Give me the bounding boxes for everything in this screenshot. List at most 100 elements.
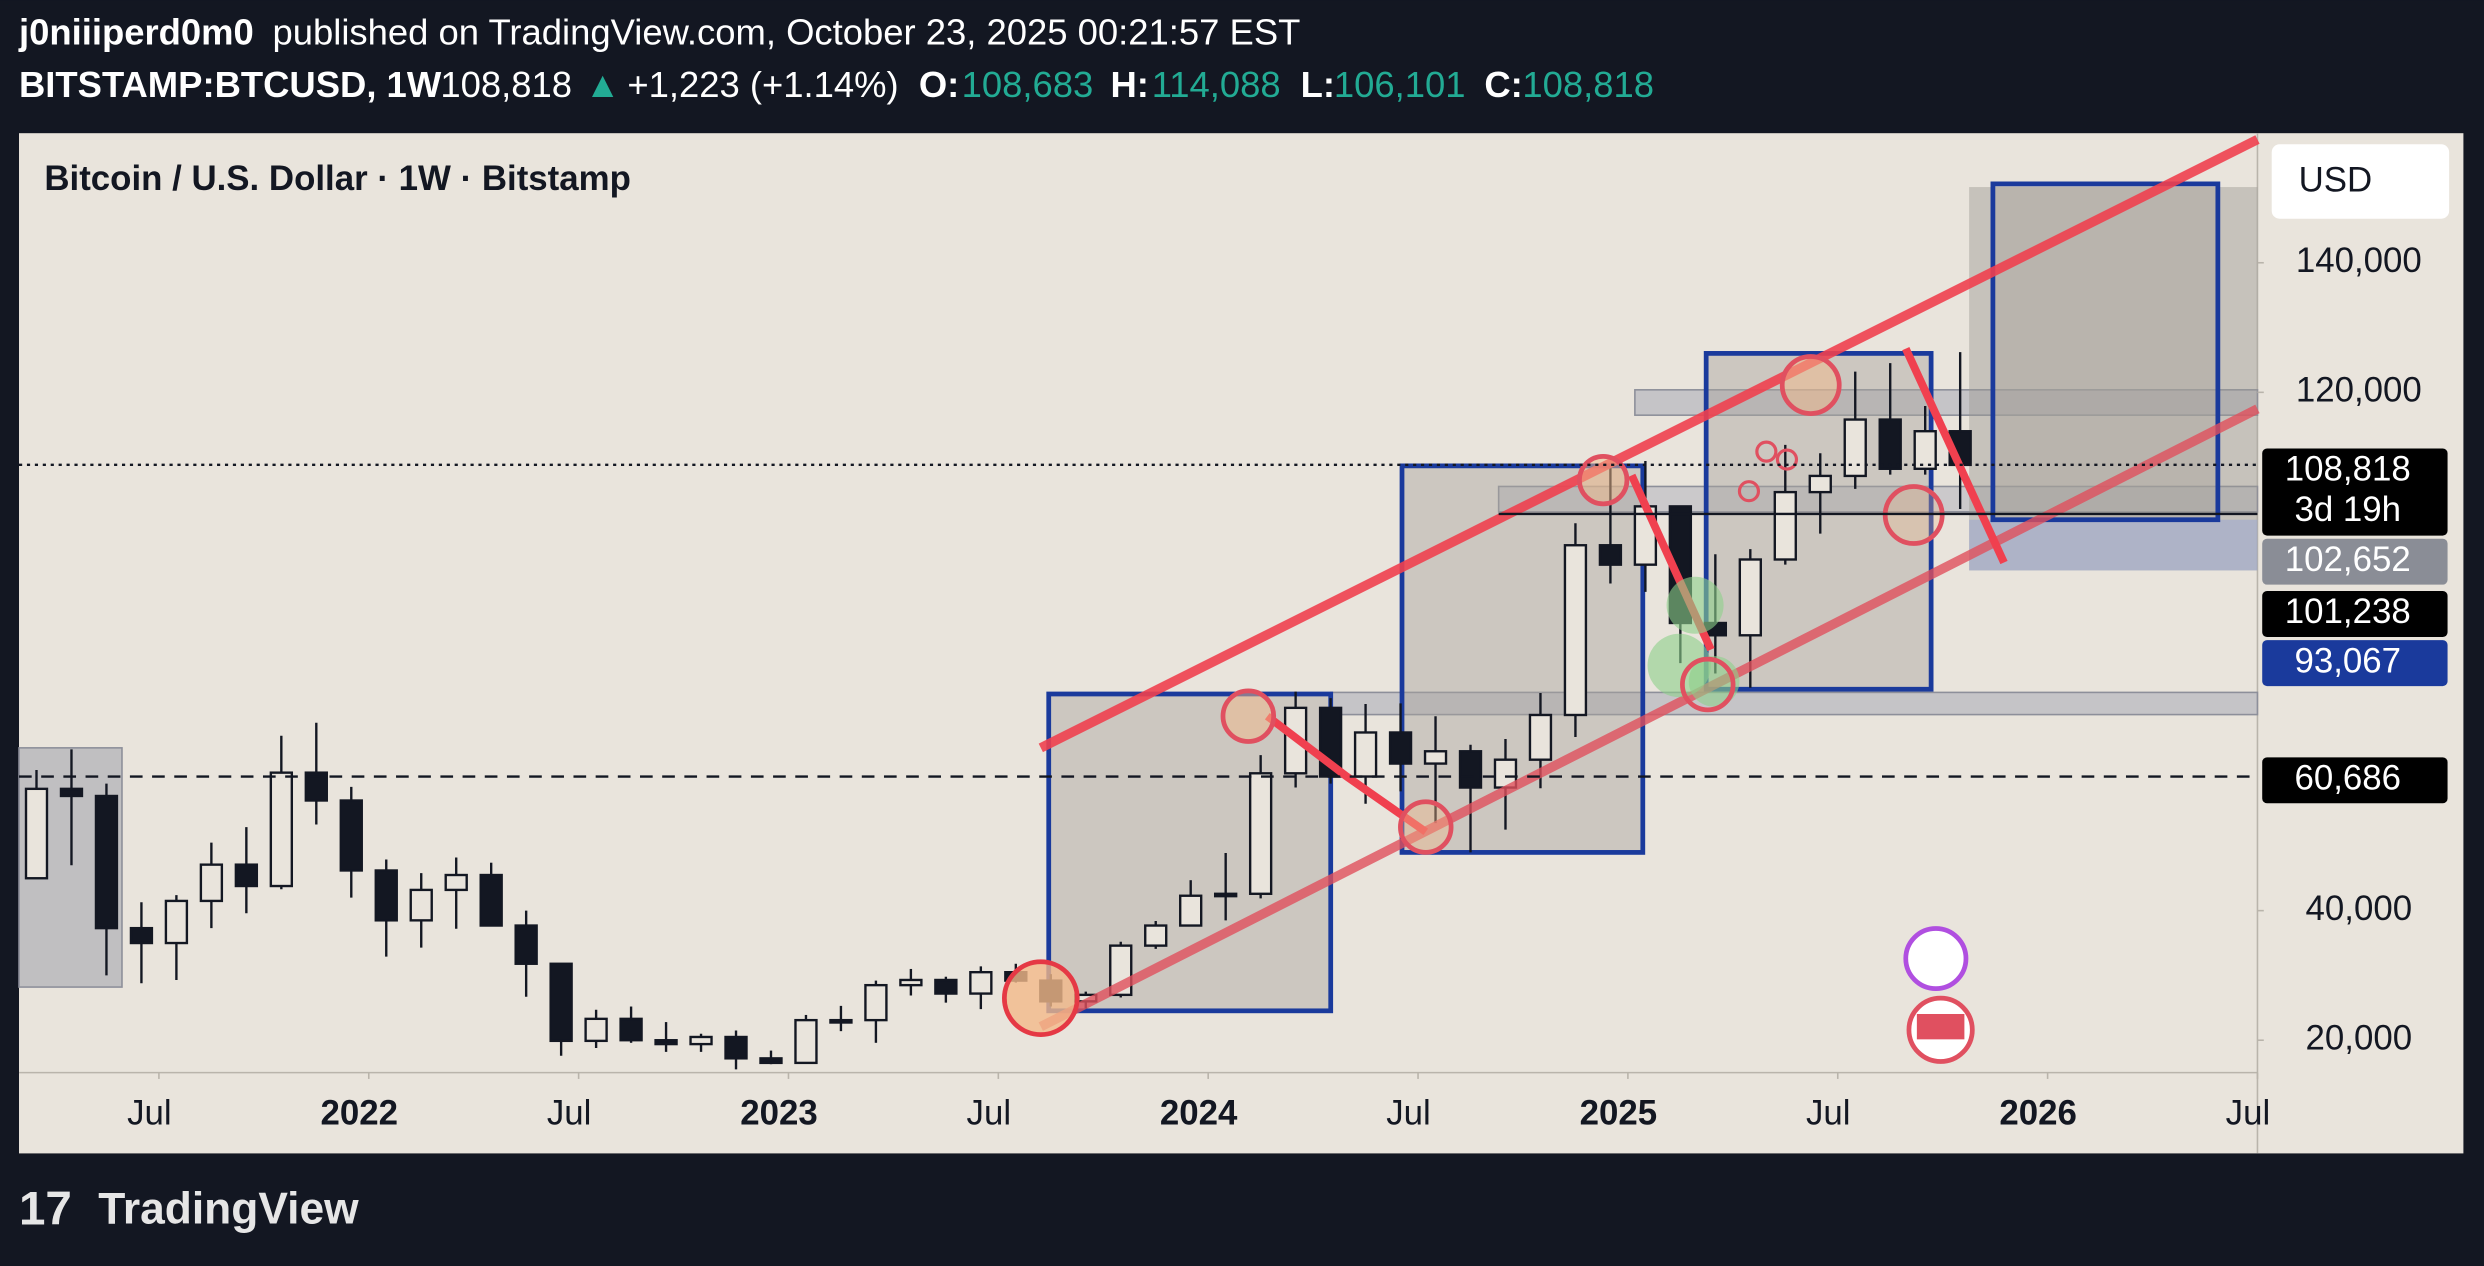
y-tick-label: 40,000	[2306, 889, 2413, 928]
candle-body	[1388, 731, 1413, 765]
candle-body	[1598, 544, 1623, 566]
marker	[1398, 799, 1454, 855]
close-label: C:	[1484, 64, 1522, 105]
high: 114,088	[1152, 64, 1281, 105]
marker	[1755, 440, 1778, 463]
open: 108,683	[962, 64, 1094, 105]
candle-body	[794, 1018, 818, 1065]
candle-body	[304, 771, 328, 802]
candle-body	[1248, 772, 1273, 895]
x-tick-label: Jul	[967, 1094, 1012, 1133]
candle-body	[654, 1039, 678, 1046]
candle-body	[164, 899, 189, 945]
currency: USD	[2299, 161, 2373, 200]
icon[interactable]	[1903, 926, 1969, 992]
candle-body	[1878, 418, 1902, 470]
candle-body	[1773, 490, 1797, 561]
footer-logo: TradingView	[98, 1185, 359, 1234]
price-tag-label: 108,818	[2285, 450, 2411, 489]
candle-body	[1738, 558, 1762, 637]
price-tag	[2262, 591, 2448, 637]
currency-button[interactable]	[2271, 144, 2450, 219]
candle-body	[1913, 430, 1937, 470]
x-tick-label: 2025	[1580, 1094, 1658, 1133]
marker	[1779, 354, 1842, 416]
high-label: H:	[1111, 64, 1149, 105]
zone	[1969, 519, 2258, 571]
marker	[1680, 656, 1736, 713]
candle-body	[1528, 713, 1553, 761]
x-tick-label: Jul	[547, 1094, 592, 1133]
path-line	[1264, 713, 1429, 836]
published: published on TradingView.com, October 23…	[272, 12, 1300, 53]
candle-body	[1808, 474, 1832, 494]
candles	[24, 352, 1972, 1070]
x-tick-label: Jul	[2226, 1094, 2271, 1133]
candle-body	[1843, 418, 1867, 478]
candle-body	[199, 863, 224, 903]
candle-body	[409, 888, 433, 922]
candle-body	[864, 983, 888, 1022]
zone	[1969, 187, 2258, 571]
symbol: BITSTAMP:BTCUSD, 1W	[19, 64, 442, 105]
box	[1399, 463, 1646, 855]
trendline	[1038, 404, 2260, 1031]
candle-body	[234, 863, 259, 888]
logo-mark: 17	[19, 1183, 72, 1236]
candle-body	[1144, 924, 1168, 947]
candle-body	[549, 962, 573, 1043]
open-label: O:	[919, 64, 959, 105]
candle-body	[1458, 750, 1483, 789]
candle-body	[59, 787, 84, 798]
candle-body	[724, 1035, 748, 1060]
low-label: L:	[1301, 64, 1335, 105]
candle-body	[759, 1057, 783, 1065]
candle-body	[829, 1018, 853, 1024]
x-tick-label: 2026	[1999, 1094, 2077, 1133]
candle-body	[479, 873, 503, 927]
icon-flag	[1916, 1013, 1965, 1040]
candle-body	[1353, 731, 1378, 778]
arrow: ▲	[585, 64, 621, 105]
candle-body	[339, 799, 363, 872]
x-tick-label: Jul	[1386, 1094, 1431, 1133]
x-tick-label: Jul	[127, 1094, 172, 1133]
price-tag	[2262, 538, 2448, 585]
drawings	[18, 181, 2259, 1014]
marker	[1577, 453, 1630, 507]
price-tag	[2262, 448, 2448, 536]
box	[1990, 181, 2221, 523]
candle-body	[1179, 894, 1203, 927]
candle-body	[374, 869, 398, 922]
candle-body	[129, 926, 154, 945]
price-tag-label: 101,238	[2285, 592, 2411, 631]
candle-body	[514, 924, 538, 965]
candle-body	[444, 873, 468, 892]
price-tag-label: 93,067	[2294, 641, 2401, 680]
candle-body	[24, 787, 49, 880]
candle-body	[1563, 544, 1588, 717]
path-line	[1902, 346, 2008, 565]
candle-body	[1213, 892, 1238, 898]
x-tick-label: 2023	[740, 1094, 818, 1133]
marker	[1220, 688, 1277, 744]
x-tick-label: Jul	[1806, 1094, 1851, 1133]
candle-body	[689, 1035, 713, 1046]
author: j0niiiperd0m0	[18, 12, 254, 53]
y-tick-label: 20,000	[2306, 1018, 2413, 1057]
candle-body	[899, 978, 923, 987]
candle-body	[584, 1017, 608, 1043]
candle-body	[269, 771, 294, 888]
y-tick-label: 120,000	[2296, 371, 2422, 410]
close: 108,818	[1522, 64, 1654, 105]
x-tick-label: 2024	[1160, 1094, 1238, 1133]
low: 106,101	[1334, 64, 1466, 105]
price-tag	[2262, 640, 2448, 687]
price-tag-label: 60,686	[2294, 759, 2401, 798]
y-tick-label: 140,000	[2296, 241, 2422, 280]
marker	[1001, 959, 1080, 1037]
x-tick-label: 2022	[321, 1094, 399, 1133]
chart-title: Bitcoin / U.S. Dollar · 1W · Bitstamp	[44, 159, 631, 198]
